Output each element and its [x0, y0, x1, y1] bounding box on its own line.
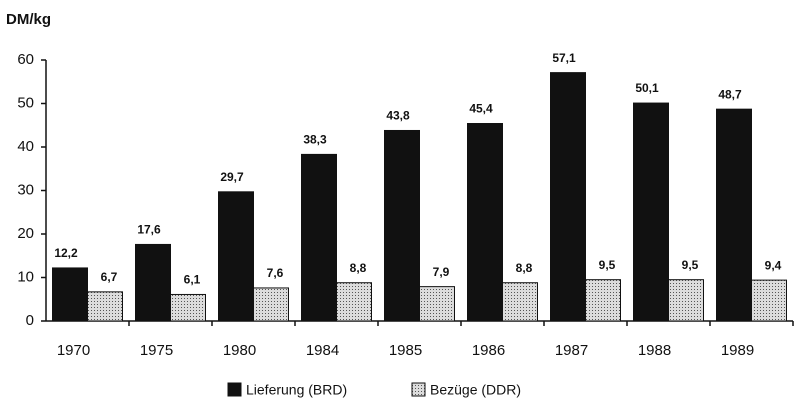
legend-label: Lieferung (BRD) — [246, 382, 347, 398]
y-tick-label: 10 — [17, 268, 34, 285]
bar — [336, 282, 372, 322]
legend-label: Bezüge (DDR) — [430, 382, 521, 398]
legend-swatch — [227, 382, 242, 397]
y-tick-label: 0 — [26, 312, 34, 329]
x-tick-label: 1989 — [721, 342, 754, 359]
value-label: 48,7 — [718, 87, 742, 101]
value-label: 12,2 — [54, 246, 78, 260]
bar — [502, 282, 538, 322]
x-tick-label: 1970 — [57, 342, 90, 359]
bar — [170, 293, 206, 322]
value-label: 9,5 — [599, 258, 616, 272]
x-tick-label: 1987 — [555, 342, 588, 359]
value-label: 8,8 — [350, 261, 367, 275]
value-label: 50,1 — [635, 81, 659, 95]
value-label: 9,5 — [682, 258, 699, 272]
value-label: 45,4 — [469, 102, 493, 116]
y-tick-label: 30 — [17, 181, 34, 198]
x-tick-label: 1984 — [306, 342, 339, 359]
bar — [716, 108, 752, 322]
value-label: 7,6 — [267, 266, 284, 280]
bar — [253, 287, 289, 322]
bar — [87, 291, 123, 322]
value-label: 7,9 — [433, 265, 450, 279]
y-tick-label: 20 — [17, 225, 34, 242]
legend-swatch — [411, 382, 426, 397]
value-label: 8,8 — [516, 261, 533, 275]
bar — [668, 279, 704, 322]
value-label: 17,6 — [137, 223, 161, 237]
y-tick-label: 60 — [17, 51, 34, 68]
y-axis-label: DM/kg — [6, 11, 51, 28]
value-label: 38,3 — [303, 133, 327, 147]
bar — [633, 102, 669, 322]
y-tick-label: 40 — [17, 138, 34, 155]
y-tick-label: 50 — [17, 94, 34, 111]
x-tick-label: 1980 — [223, 342, 256, 359]
bar — [301, 153, 337, 322]
bar — [550, 72, 586, 322]
value-label: 43,8 — [386, 109, 410, 123]
x-tick-label: 1988 — [638, 342, 671, 359]
bar — [218, 191, 254, 322]
value-label: 9,4 — [765, 258, 782, 272]
value-label: 6,1 — [184, 273, 201, 287]
bar — [467, 123, 503, 322]
bar — [585, 279, 621, 322]
bar — [751, 279, 787, 322]
x-tick-label: 1975 — [140, 342, 173, 359]
bar — [135, 243, 171, 322]
x-tick-label: 1985 — [389, 342, 422, 359]
bar — [419, 286, 455, 322]
x-tick-label: 1986 — [472, 342, 505, 359]
bar — [384, 129, 420, 322]
value-label: 29,7 — [220, 170, 244, 184]
value-label: 57,1 — [552, 51, 576, 65]
bar — [52, 267, 88, 322]
value-label: 6,7 — [101, 270, 118, 284]
